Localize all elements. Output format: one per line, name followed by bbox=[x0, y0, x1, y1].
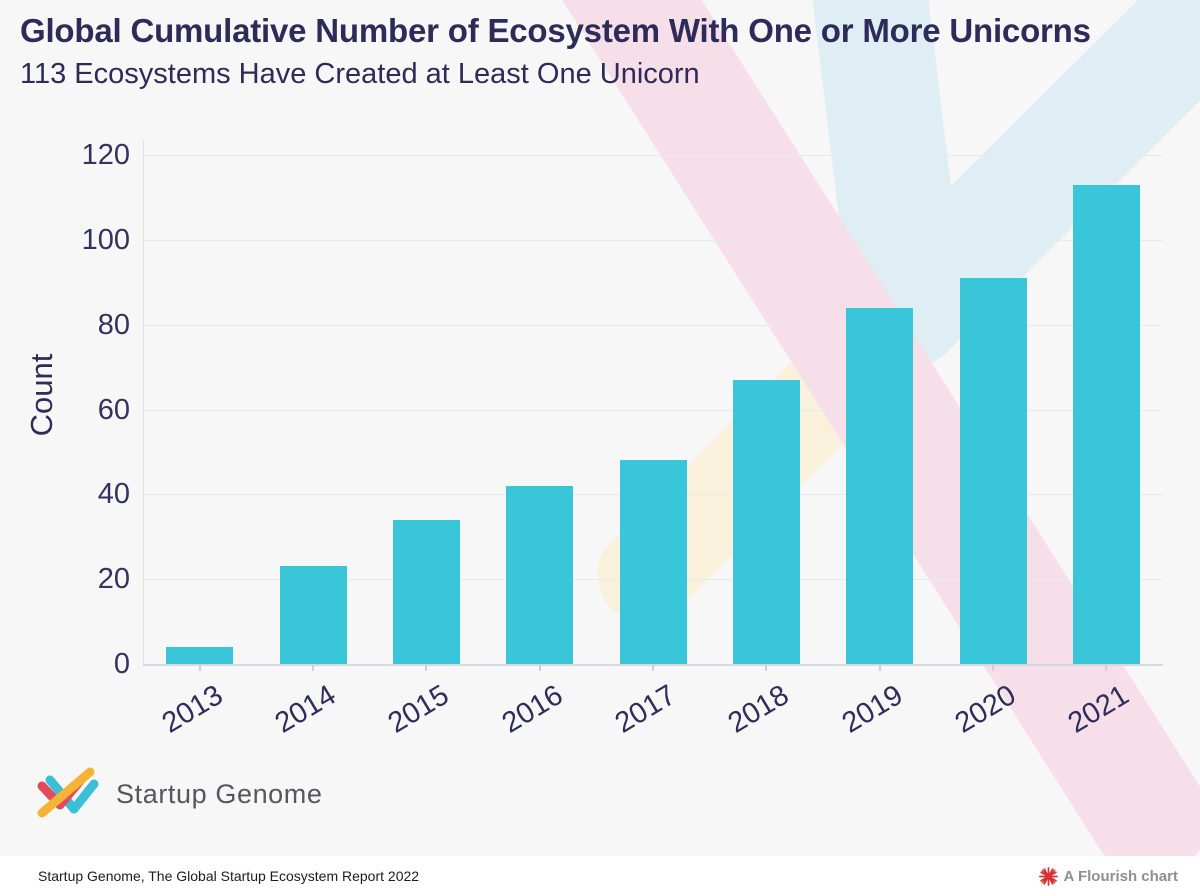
y-tick-label-120: 120 bbox=[81, 139, 130, 171]
y-tick-label-80: 80 bbox=[97, 308, 130, 341]
chart-header: Global Cumulative Number of Ecosystem Wi… bbox=[20, 12, 1091, 91]
bar-2013[interactable] bbox=[166, 647, 234, 664]
x-tick-2020 bbox=[992, 665, 994, 671]
source-text: Startup Genome, The Global Startup Ecosy… bbox=[38, 868, 420, 884]
y-tick-label-40: 40 bbox=[97, 478, 130, 511]
gridline-80 bbox=[143, 324, 1163, 326]
x-tick-2019 bbox=[878, 665, 881, 671]
gridline-120 bbox=[143, 155, 1163, 156]
x-tick-2018 bbox=[765, 665, 768, 671]
x-tick-2013 bbox=[198, 665, 201, 671]
y-tick-label-60: 60 bbox=[97, 393, 130, 426]
gridline-60 bbox=[143, 409, 1163, 411]
chart-subtitle: 113 Ecosystems Have Created at Least One… bbox=[20, 58, 700, 90]
logo-teal-stroke bbox=[45, 775, 99, 814]
bar-2017[interactable] bbox=[619, 460, 687, 664]
bar-2016[interactable] bbox=[506, 485, 574, 664]
flourish-attribution-link[interactable]: A Flourish chart bbox=[1038, 866, 1178, 886]
y-tick-label-100: 100 bbox=[81, 223, 130, 256]
x-tick-2015 bbox=[425, 665, 428, 671]
chart-title: Global Cumulative Number of Ecosystem Wi… bbox=[20, 12, 1091, 49]
x-tick-2021 bbox=[1105, 665, 1108, 671]
gridline-100 bbox=[143, 239, 1163, 241]
flourish-attribution-text: A Flourish chart bbox=[1063, 867, 1178, 885]
y-tick-label-0: 0 bbox=[113, 648, 130, 680]
bar-2019[interactable] bbox=[846, 307, 914, 664]
y-axis-line bbox=[143, 140, 144, 664]
footer: Startup Genome, The Global Startup Ecosy… bbox=[0, 856, 1200, 896]
bar-2021[interactable] bbox=[1072, 184, 1140, 664]
startup-genome-logo-text: Startup Genome bbox=[116, 778, 323, 809]
logo-yellow-stroke bbox=[37, 767, 95, 818]
bar-2018[interactable] bbox=[732, 379, 800, 664]
flourish-starburst-icon bbox=[1038, 866, 1058, 886]
x-tick-2016 bbox=[538, 665, 541, 671]
startup-genome-logo: Startup Genome bbox=[34, 763, 323, 825]
x-tick-2014 bbox=[312, 665, 314, 671]
bar-2015[interactable] bbox=[392, 519, 460, 664]
bar-2014[interactable] bbox=[279, 566, 347, 664]
x-tick-2017 bbox=[652, 665, 654, 671]
y-tick-label-20: 20 bbox=[97, 563, 130, 596]
bar-2020[interactable] bbox=[959, 278, 1027, 664]
startup-genome-logo-mark bbox=[37, 767, 99, 818]
